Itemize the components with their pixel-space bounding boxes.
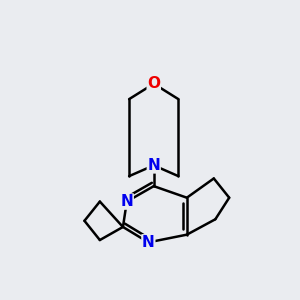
Text: N: N (147, 158, 160, 173)
Text: O: O (147, 76, 160, 91)
Text: N: N (142, 235, 155, 250)
Text: N: N (120, 194, 133, 209)
